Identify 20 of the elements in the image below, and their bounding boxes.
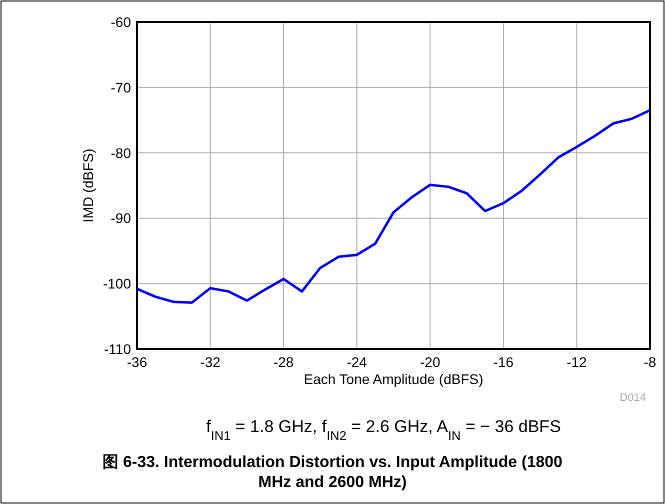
x-tick-label: -12 <box>566 354 588 370</box>
x-tick-label: -28 <box>273 354 294 370</box>
x-tick-label: -20 <box>420 354 440 370</box>
x-tick-label: -16 <box>493 354 514 370</box>
y-tick-label: -110 <box>104 341 132 357</box>
text: D014 <box>620 392 646 404</box>
x-tick-label: -36 <box>126 354 148 370</box>
y-tick-label: -60 <box>110 14 132 30</box>
text: f$_{IN1}$ = 1.8 GHz, f$_{IN2}$ = 2.6 GHz, A$_{IN}$ = − 36 dBFS <box>206 417 561 442</box>
y-axis-title: IMD (dBFS) <box>80 148 96 222</box>
y-tick-label: -80 <box>110 144 132 161</box>
y-tick-label: -70 <box>110 79 132 96</box>
x-tick-label: -8 <box>644 354 656 370</box>
x-axis-title: Each Tone Amplitude (dBFS) <box>304 371 484 387</box>
x-tick-label: -32 <box>200 354 221 370</box>
y-tick-label: -100 <box>102 276 132 292</box>
x-tick-label: -24 <box>346 354 368 370</box>
text: 图 6-33. Intermodulation Distortion vs. Input Amplitude (1800 MHz and 2600 MHz) <box>102 454 563 491</box>
y-tick-label: -90 <box>110 210 132 226</box>
line-series <box>136 109 652 304</box>
